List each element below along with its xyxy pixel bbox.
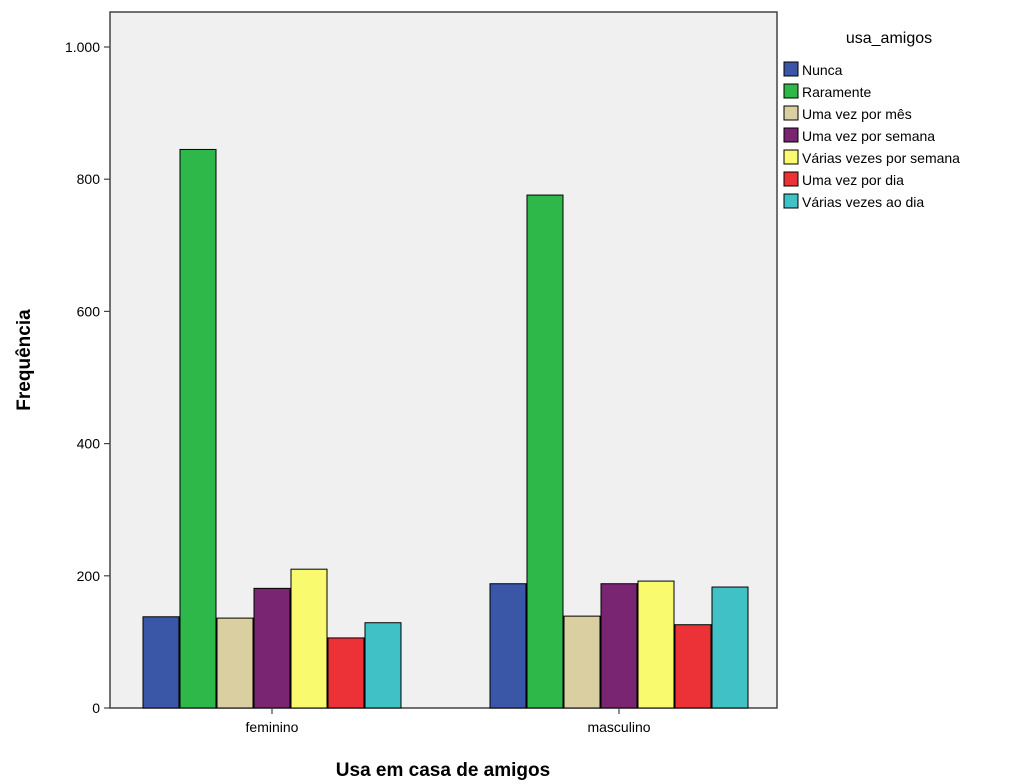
legend-swatch	[783, 83, 799, 99]
bar-masculino-5	[674, 624, 712, 709]
bar-feminino-0	[142, 616, 180, 709]
bar-masculino-4	[637, 580, 675, 709]
legend-title: usa_amigos	[846, 30, 932, 47]
x-tick-label: masculino	[587, 719, 650, 735]
bar-feminino-3	[253, 587, 291, 709]
legend-swatch	[783, 105, 799, 121]
y-axis: 0 200 400 600 800 1.000	[65, 39, 110, 716]
y-tick-label: 400	[77, 436, 101, 452]
bar-masculino-2	[563, 615, 601, 709]
bar-masculino-6	[711, 586, 749, 709]
legend-label: Uma vez por mês	[802, 106, 912, 122]
y-tick-label: 800	[77, 171, 101, 187]
legend: usa_amigos Nunca Raramente Uma vez por mês…	[783, 30, 960, 210]
y-axis-title: Frequência	[14, 309, 35, 411]
legend-label: Uma vez por dia	[802, 172, 904, 188]
legend-swatch	[783, 61, 799, 77]
bars	[142, 148, 749, 709]
bar-feminino-5	[327, 637, 365, 709]
legend-label: Uma vez por semana	[802, 128, 935, 144]
x-axis: feminino masculino	[246, 708, 651, 735]
y-tick-label: 0	[92, 700, 100, 716]
bar-masculino-0	[489, 583, 527, 709]
legend-swatch	[783, 149, 799, 165]
y-tick-label: 600	[77, 303, 101, 319]
legend-label: Várias vezes ao dia	[802, 194, 924, 210]
legend-swatch	[783, 193, 799, 209]
legend-swatch	[783, 171, 799, 187]
y-tick-label: 1.000	[65, 39, 100, 55]
bar-masculino-3	[600, 583, 638, 709]
legend-label: Nunca	[802, 62, 843, 78]
bar-feminino-4	[290, 568, 328, 709]
legend-swatch	[783, 127, 799, 143]
x-axis-title: Usa em casa de amigos	[336, 760, 550, 781]
bar-feminino-6	[364, 622, 402, 709]
legend-label: Raramente	[802, 84, 871, 100]
legend-label: Várias vezes por semana	[802, 150, 960, 166]
bar-feminino-2	[216, 617, 254, 709]
bar-masculino-1	[526, 194, 564, 709]
y-tick-label: 200	[77, 568, 101, 584]
bar-feminino-1	[179, 148, 217, 709]
x-tick-label: feminino	[246, 719, 299, 735]
